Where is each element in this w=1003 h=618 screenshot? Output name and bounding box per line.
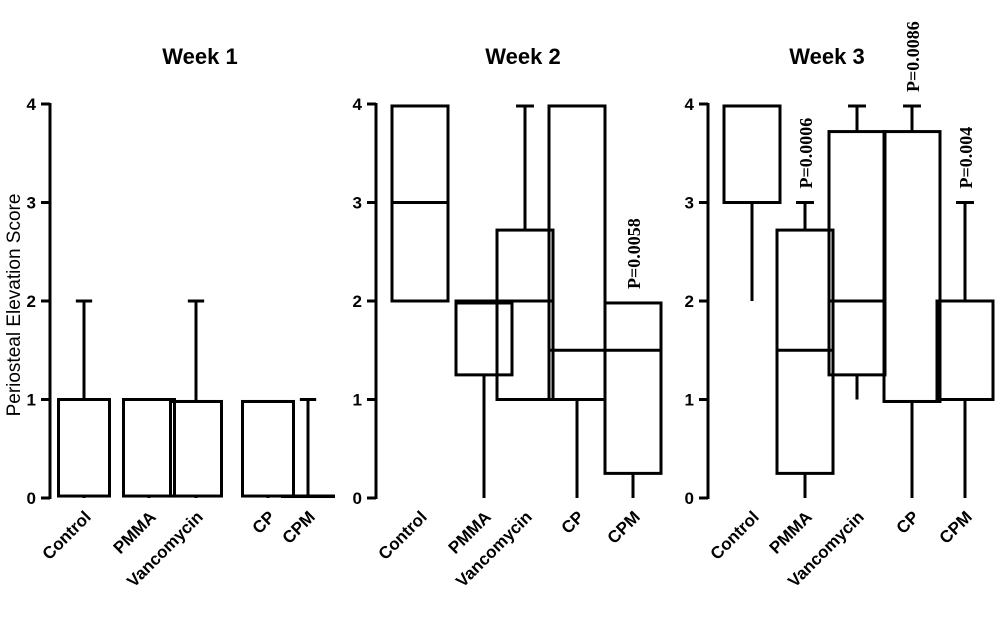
panel-2-ytick-label-4: 4 — [353, 95, 363, 114]
panel-1-title: Week 1 — [162, 44, 237, 69]
panel-3-ytick-label-2: 2 — [685, 292, 694, 311]
panel-3-cpm-xtick-label: CPM — [936, 507, 976, 547]
panel-2-ytick-label-2: 2 — [353, 292, 362, 311]
y-axis-label: Periosteal Elevation Score — [4, 194, 25, 417]
panel-3-cpm-box — [935, 299, 995, 401]
panel-1-ytick-label-2: 2 — [27, 292, 36, 311]
panel-3-ytick-label-0: 0 — [685, 489, 694, 508]
panel-1-cp-xtick-label: CP — [249, 507, 279, 537]
panel-1-ytick-label-1: 1 — [27, 391, 36, 410]
panel-2-cpm-pvalue: P=0.0058 — [624, 218, 644, 289]
panel-1-control-box — [57, 398, 111, 498]
panel-3-title: Week 3 — [789, 44, 864, 69]
panel-2-ytick-label-3: 3 — [353, 194, 362, 213]
panel-3-control-xtick-label: Control — [707, 507, 763, 563]
panel-2-pmma-box — [454, 299, 514, 377]
panel-3-pmma-xtick-label: PMMA — [766, 507, 816, 557]
panel-3-cp-xtick-label: CP — [893, 507, 923, 537]
panel-1-ytick-label-4: 4 — [27, 95, 37, 114]
panel-1-ytick-label-3: 3 — [27, 194, 36, 213]
panel-3-cp-pvalue: P=0.0086 — [903, 21, 923, 92]
panel-2-ytick-label-0: 0 — [353, 489, 362, 508]
panel-3-pmma-pvalue: P=0.0006 — [796, 118, 816, 189]
panel-1-cp-box — [241, 399, 295, 498]
panel-3-control-box — [722, 104, 782, 204]
panel-3-ytick-label-1: 1 — [685, 391, 694, 410]
panel-2-cp-box — [547, 104, 607, 401]
panel-1-vancomycin-box — [169, 399, 223, 498]
panel-1-ytick-label-0: 0 — [27, 489, 36, 508]
panel-3-cp-box — [882, 130, 942, 403]
panel-3-ytick-label-3: 3 — [685, 194, 694, 213]
panel-2-vancomycin-box — [495, 228, 555, 401]
panel-2-title: Week 2 — [485, 44, 560, 69]
panel-2-ytick-label-1: 1 — [353, 391, 362, 410]
panel-2-cpm-box — [603, 301, 663, 475]
panel-1-control-xtick-label: Control — [39, 507, 95, 563]
panel-3-ytick-label-4: 4 — [685, 95, 695, 114]
panel-3-cpm-pvalue: P=0.004 — [956, 127, 976, 189]
panel-1-pmma-box — [122, 398, 176, 498]
panel-3-vancomycin-box — [827, 130, 887, 377]
panel-2-cp-xtick-label: CP — [558, 507, 588, 537]
panel-2-cpm-xtick-label: CPM — [604, 507, 644, 547]
panel-1-cpm-xtick-label: CPM — [279, 507, 319, 547]
panel-2-control-xtick-label: Control — [375, 507, 431, 563]
